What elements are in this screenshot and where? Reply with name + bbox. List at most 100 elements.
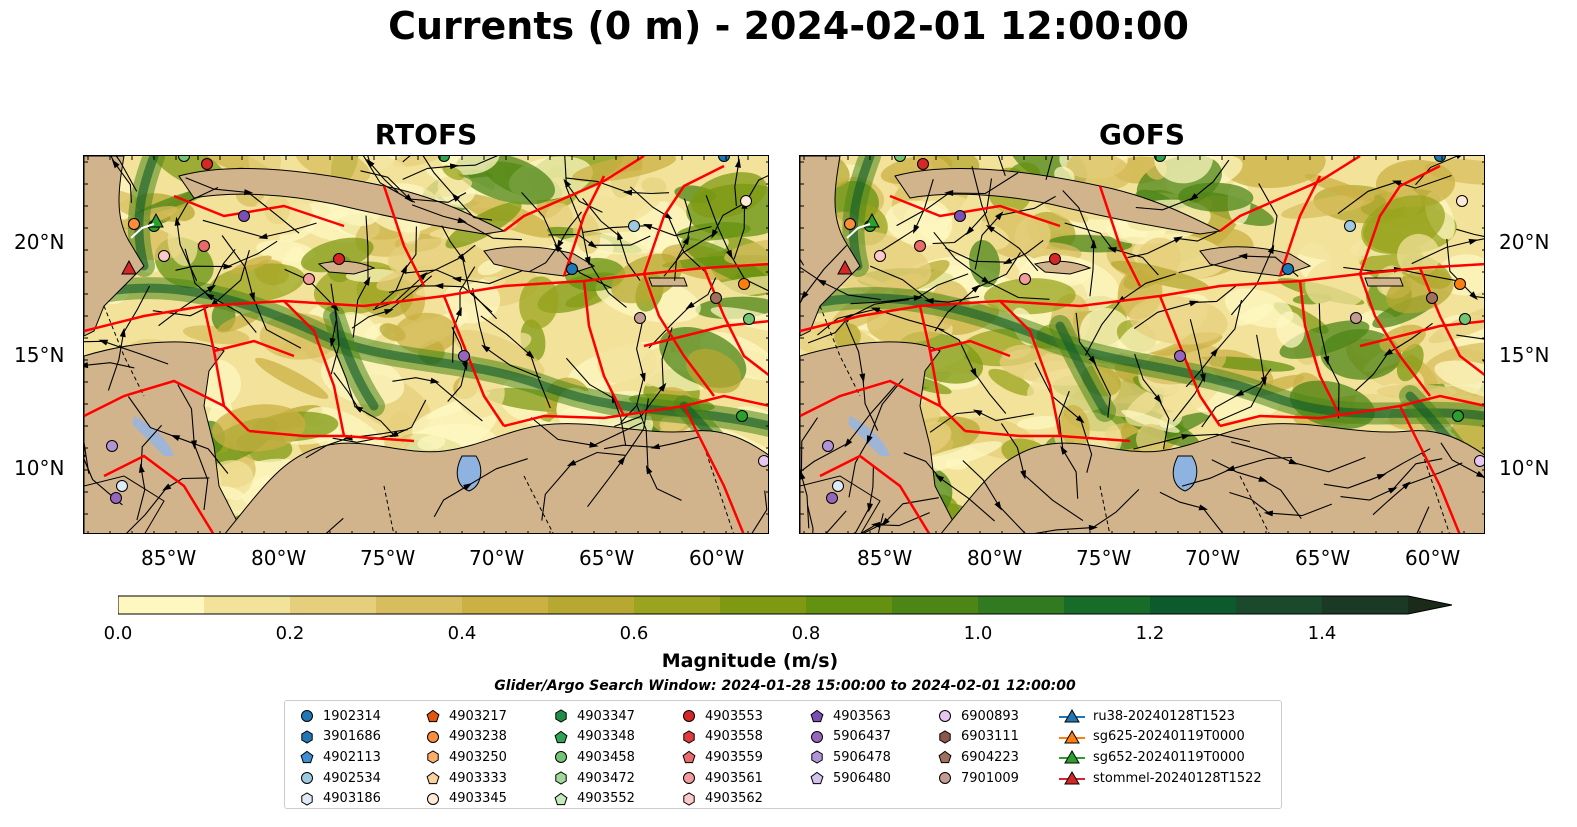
streamline-arrow [1238, 253, 1248, 260]
float-marker[interactable] [198, 240, 210, 252]
legend-item: 4903458 [553, 747, 635, 768]
streamline-arrow [461, 361, 468, 371]
current-magnitude-patch [1396, 343, 1424, 382]
float-marker[interactable] [303, 273, 315, 285]
current-magnitude-patch [1129, 296, 1228, 345]
float-marker[interactable] [874, 250, 886, 262]
float-marker[interactable] [438, 156, 450, 162]
float-marker[interactable] [1456, 195, 1468, 207]
lon-label-65w-right: 65°W [1295, 546, 1351, 570]
eez-boundary [682, 405, 745, 533]
float-marker[interactable] [822, 440, 834, 452]
legend-item: stommel-20240128T1522 [1059, 768, 1262, 789]
float-marker[interactable] [106, 440, 118, 452]
float-marker[interactable] [1049, 253, 1061, 265]
map-ticks [84, 156, 768, 533]
float-marker[interactable] [1452, 410, 1464, 422]
hexagon-marker-icon [683, 792, 695, 806]
eez-boundary [1358, 273, 1431, 397]
float-marker[interactable] [1434, 156, 1446, 162]
float-marker[interactable] [566, 263, 578, 275]
current-jet-core [800, 293, 1484, 421]
streamline-arrow [973, 409, 983, 417]
streamline-arrow [1391, 180, 1402, 187]
legend-item-label: 3901686 [323, 729, 381, 745]
float-marker[interactable] [1474, 455, 1486, 467]
float-marker[interactable] [116, 480, 128, 492]
float-marker[interactable] [628, 220, 640, 232]
streamline-arrow [913, 295, 923, 301]
streamline-arrow [970, 368, 977, 378]
glider-marker[interactable] [121, 259, 137, 275]
glider-marker[interactable] [837, 259, 853, 275]
colorbar-label: Magnitude (m/s) [661, 650, 839, 672]
float-marker[interactable] [634, 312, 646, 324]
float-marker[interactable] [917, 158, 929, 170]
pentagon-marker-icon [426, 710, 440, 723]
float-marker[interactable] [826, 492, 838, 504]
legend-column: 4903553 4903558 4903559 4903561 4903562 [681, 706, 763, 809]
float-marker[interactable] [1426, 292, 1438, 304]
float-marker[interactable] [333, 253, 345, 265]
float-marker[interactable] [110, 492, 122, 504]
map-gofs[interactable] [799, 155, 1485, 534]
float-marker[interactable] [844, 218, 856, 230]
float-marker[interactable] [1019, 273, 1031, 285]
lat-label-10n-right: 10°N [1499, 456, 1550, 480]
legend-item-label: 6904223 [961, 749, 1019, 765]
colorbar-outline [117, 595, 1453, 615]
float-marker[interactable] [238, 210, 250, 222]
legend-item: 5906437 [809, 727, 891, 748]
float-marker[interactable] [458, 350, 470, 362]
float-marker[interactable] [954, 210, 966, 222]
float-marker[interactable] [1459, 313, 1471, 325]
float-marker[interactable] [738, 278, 750, 290]
pentagon-marker-icon [300, 751, 314, 764]
legend-column: 4903563 5906437 5906478 5906480 [809, 706, 891, 788]
float-marker[interactable] [758, 455, 770, 467]
float-marker[interactable] [740, 195, 752, 207]
legend-column: 4903217 4903238 4903250 4903333 4903345 [425, 706, 507, 809]
float-marker[interactable] [158, 250, 170, 262]
float-marker[interactable] [201, 158, 213, 170]
float-marker[interactable] [128, 218, 140, 230]
legend-item-label: 4903558 [705, 729, 763, 745]
streamline-arrow [1088, 524, 1098, 531]
float-marker[interactable] [718, 156, 730, 162]
hexagon-marker-icon [811, 750, 823, 765]
float-marker[interactable] [832, 480, 844, 492]
float-marker[interactable] [1350, 312, 1362, 324]
streamline-arrow [111, 159, 120, 169]
colorbar [117, 595, 1458, 623]
float-marker[interactable] [1344, 220, 1356, 232]
float-marker[interactable] [1282, 263, 1294, 275]
streamline-arrow [384, 309, 394, 315]
lat-label-20n-right: 20°N [1499, 230, 1550, 254]
streamline-arrow [985, 224, 995, 233]
legend-title: Glider/Argo Search Window: 2024-01-28 15… [494, 678, 1076, 694]
colorbar-extend-arrow [1408, 596, 1452, 614]
float-marker[interactable] [894, 156, 906, 162]
land-mass [800, 475, 881, 533]
lake-maracaibo [1172, 455, 1198, 492]
lat-label-10n-left: 10°N [14, 456, 65, 480]
eez-boundary [103, 454, 215, 533]
float-marker[interactable] [1454, 278, 1466, 290]
legend-item-label: 5906478 [833, 749, 891, 765]
current-magnitude-patch [697, 275, 768, 298]
streamline-arrow [449, 163, 460, 170]
float-marker[interactable] [1154, 156, 1166, 162]
float-marker[interactable] [1174, 350, 1186, 362]
float-marker[interactable] [743, 313, 755, 325]
eez-boundary [918, 305, 966, 432]
float-marker[interactable] [736, 410, 748, 422]
float-marker[interactable] [914, 240, 926, 252]
map-rtofs[interactable] [83, 155, 769, 534]
float-marker[interactable] [178, 156, 190, 162]
float-marker[interactable] [710, 292, 722, 304]
land-mass [1364, 277, 1404, 287]
streamline-arrow [859, 373, 866, 383]
streamline-arrow [1198, 504, 1208, 511]
streamline-arrow [98, 339, 109, 346]
streamline-arrow [711, 229, 718, 239]
